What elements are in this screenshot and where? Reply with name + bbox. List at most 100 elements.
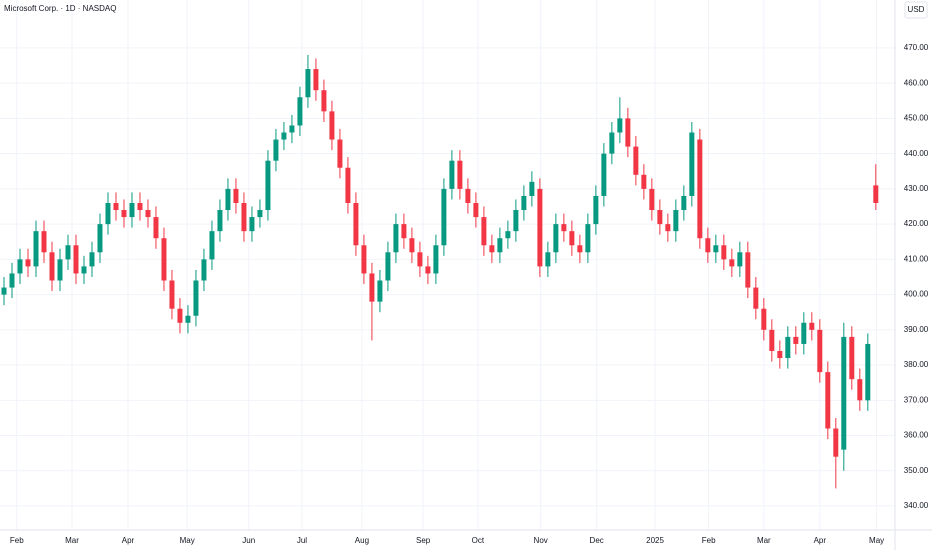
candle-body (33, 231, 39, 267)
currency-label[interactable]: USD (908, 5, 925, 14)
candle-body (729, 259, 735, 267)
candle-body (481, 217, 487, 246)
y-tick-label: 380.00 (904, 360, 929, 369)
candle-body (465, 188, 471, 203)
candle-body (777, 350, 783, 359)
x-tick-label: Mar (65, 536, 79, 545)
y-tick-label: 350.00 (904, 466, 929, 475)
candle-body (657, 210, 663, 225)
candle-body (825, 372, 831, 429)
candle-body (337, 139, 343, 168)
candle-body (505, 231, 511, 239)
candle-body (297, 97, 303, 126)
candle-body (673, 210, 679, 232)
candle-body (409, 238, 415, 253)
candle-body (841, 336, 847, 450)
candle-body (169, 280, 175, 309)
candle-body (177, 308, 183, 323)
candle-body (401, 224, 407, 239)
candle-body (809, 322, 815, 330)
candle-body (289, 125, 295, 133)
candle-body (185, 315, 191, 323)
x-tick-label: Feb (10, 536, 24, 545)
candle-body (81, 266, 87, 274)
candle-body (361, 245, 367, 274)
candle-body (417, 252, 423, 267)
candle-body (273, 139, 279, 161)
x-tick-label: Apr (814, 536, 827, 545)
candle-body (89, 252, 95, 267)
candle-body (681, 195, 687, 211)
x-tick-label: May (869, 536, 884, 545)
candle-body (433, 245, 439, 274)
candle-body (345, 167, 351, 203)
candle-body (161, 238, 167, 281)
candle-body (249, 217, 255, 232)
x-tick-label: Mar (757, 536, 771, 545)
candle-body (121, 210, 127, 218)
candle-body (697, 139, 703, 239)
candle-body (305, 69, 311, 98)
candle-body (793, 336, 799, 344)
candle-body (649, 188, 655, 211)
candle-body (705, 238, 711, 253)
candle-body (41, 231, 47, 253)
candle-body (641, 174, 647, 189)
y-tick-label: 450.00 (904, 114, 929, 123)
candle-body (593, 195, 599, 225)
candle-body (73, 245, 79, 274)
candle-body (865, 343, 871, 401)
candle-body (113, 202, 119, 211)
candle-body (665, 224, 671, 232)
candle-body (785, 336, 791, 359)
x-tick-label: Jun (242, 536, 255, 545)
x-tick-label: 2025 (646, 536, 664, 545)
candle-body (873, 185, 879, 203)
x-tick-label: Oct (472, 536, 485, 545)
candle-body (457, 160, 463, 189)
candle-body (625, 118, 631, 147)
candle-body (833, 428, 839, 457)
y-tick-label: 430.00 (904, 184, 929, 193)
candle-body (209, 231, 215, 260)
chart-title: Microsoft Corp. · 1D · NASDAQ (4, 4, 116, 13)
candle-body (241, 202, 247, 232)
candle-body (769, 329, 775, 351)
candle-body (321, 90, 327, 112)
candle-body (97, 224, 103, 253)
y-tick-label: 420.00 (904, 219, 929, 228)
currency-button[interactable] (904, 1, 928, 19)
candle-body (217, 210, 223, 232)
candle-body (689, 132, 695, 196)
x-tick-label: Apr (122, 536, 135, 545)
candle-body (425, 266, 431, 274)
candle-body (537, 188, 543, 267)
candle-body (849, 336, 855, 380)
candle-body (369, 273, 375, 302)
candle-body (57, 259, 63, 281)
y-tick-label: 470.00 (904, 43, 929, 52)
candle-body (385, 252, 391, 281)
grid (0, 0, 895, 530)
candle-body (233, 188, 239, 203)
candle-body (105, 202, 111, 225)
x-tick-label: Aug (355, 536, 369, 545)
x-tick-label: Dec (590, 536, 604, 545)
candle-body (473, 202, 479, 218)
candle-body (49, 252, 55, 281)
x-tick-label: May (180, 536, 195, 545)
candle-body (329, 111, 335, 140)
y-tick-label: 460.00 (904, 78, 929, 87)
candle-body (545, 252, 551, 267)
y-tick-label: 400.00 (904, 290, 929, 299)
candle-body (393, 224, 399, 253)
x-tick-label: Sep (416, 536, 431, 545)
candle-body (265, 160, 271, 211)
candle-body (553, 224, 559, 253)
y-tick-label: 390.00 (904, 325, 929, 334)
candle-body (153, 217, 159, 239)
candle-body (257, 210, 263, 218)
candle-body (129, 202, 135, 218)
candle-body (281, 132, 287, 140)
